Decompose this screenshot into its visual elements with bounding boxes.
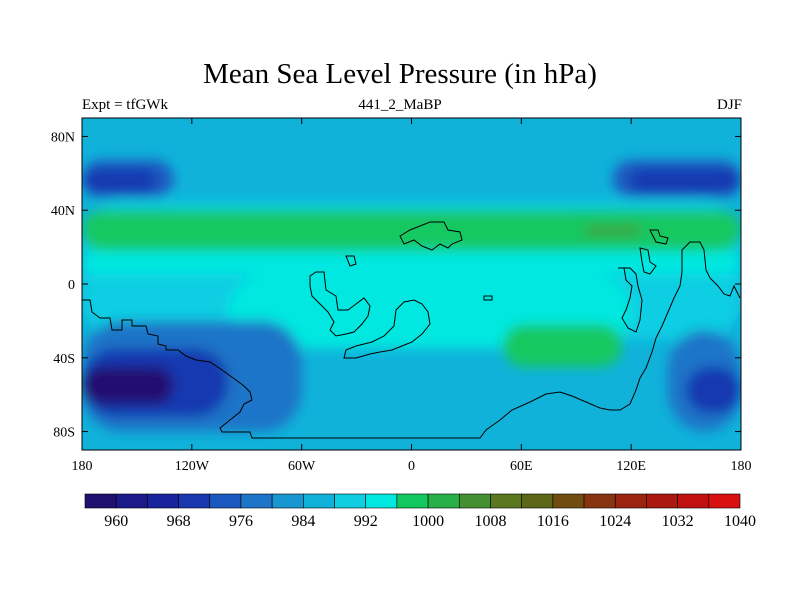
colorbar-swatch (396, 493, 429, 509)
lat-tick-label: 80S (53, 426, 75, 441)
pressure-region-north-pacific-core-east (631, 169, 741, 192)
colorbar-label: 1040 (724, 513, 756, 530)
colorbar-swatch (147, 493, 179, 509)
coastlines (82, 221, 741, 439)
colorbar-label: 1024 (599, 513, 631, 530)
coastline-south-america (82, 241, 741, 439)
colorbar-swatch (84, 493, 117, 509)
lat-tick-label: 0 (68, 278, 75, 293)
lon-tick-label: 120W (175, 459, 210, 474)
pressure-region-south-pacific-deep (82, 367, 174, 404)
colorbar-swatch (303, 493, 335, 509)
colorbar-swatch (427, 493, 460, 509)
coastline-central-africa (309, 271, 371, 337)
coastline-asia-islands (639, 247, 657, 275)
colorbar-label: 968 (167, 513, 191, 530)
lat-tick-label: 40N (51, 204, 75, 219)
season-label: DJF (716, 97, 742, 113)
coastline-small-island (483, 295, 493, 301)
pressure-region-north-band-turquoise (82, 250, 741, 275)
lon-tick-label: 120E (616, 459, 646, 474)
colorbar-swatch (614, 493, 647, 509)
colorbar-label: 992 (354, 513, 378, 530)
colorbar-swatch (521, 493, 554, 509)
pressure-region-high-core (585, 226, 641, 235)
colorbar-swatch (490, 493, 522, 509)
colorbar-swatch (178, 493, 211, 509)
coastline-japan (649, 229, 669, 245)
plot-area (82, 118, 741, 450)
colorbar: 960 968 976 984 992 1000 1008 1016 1024 1032 1040 (84, 493, 756, 530)
lon-tick-label: 180 (731, 459, 752, 474)
coastline-island (345, 255, 357, 267)
colorbar-swatch (583, 493, 616, 509)
lat-tick-label: 40S (53, 352, 75, 367)
pressure-region-north-high-band (82, 210, 741, 251)
colorbar-label: 1008 (474, 513, 506, 530)
pressure-field (82, 160, 741, 432)
colorbar-label: 960 (104, 513, 128, 530)
colorbar-swatch (209, 493, 242, 509)
coastline-south-africa (343, 299, 431, 359)
colorbar-swatch (708, 493, 741, 509)
colorbar-swatch (240, 493, 273, 509)
colorbar-swatch (552, 493, 585, 509)
map-title: Mean Sea Level Pressure (in hPa) (203, 58, 597, 90)
pressure-region-north-pacific-core-west (82, 169, 156, 192)
experiment-label: Expt = tfGWk (82, 97, 168, 113)
colorbar-label: 1032 (662, 513, 694, 530)
pressure-region-west-pacific-core (686, 367, 741, 414)
lon-tick-label: 60W (288, 459, 316, 474)
lon-tick-label: 180 (72, 459, 93, 474)
coastline-maritime-continent (618, 267, 643, 333)
colorbar-label: 976 (229, 513, 253, 530)
colorbar-swatch (271, 493, 304, 509)
axis-ticks: 80N 40N 0 40S 80S 180 120W 60W 0 60E 120E 180 (51, 118, 752, 474)
colorbar-swatch (646, 493, 678, 509)
colorbar-swatch (677, 493, 710, 509)
colorbar-label: 1000 (412, 513, 444, 530)
lat-tick-label: 80N (51, 130, 75, 145)
coastline-north-africa (399, 221, 463, 251)
colorbar-swatch (458, 493, 491, 509)
colorbar-label: 984 (291, 513, 315, 530)
colorbar-swatch (115, 493, 148, 509)
colorbar-swatch (334, 493, 367, 509)
colorbar-swatch (365, 493, 398, 509)
colorbar-label: 1016 (537, 513, 569, 530)
pressure-region-south-indian-high (503, 324, 623, 367)
run-label: 441_2_MaBP (358, 97, 442, 113)
lon-tick-label: 60E (510, 459, 533, 474)
lon-tick-label: 0 (408, 459, 415, 474)
